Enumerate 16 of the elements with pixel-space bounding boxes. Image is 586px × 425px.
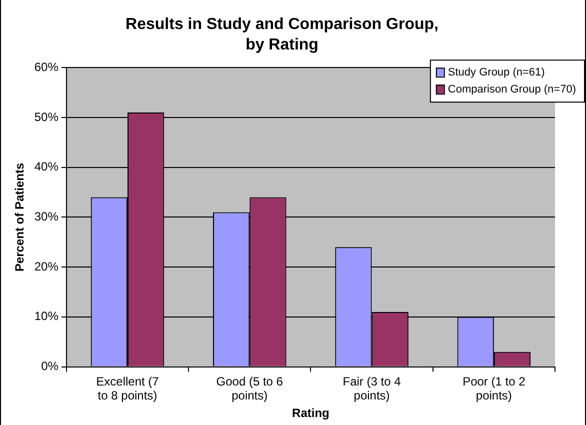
x-tick-label: Fair (3 to 4 points) — [342, 374, 402, 403]
y-tick-label: 10% — [34, 309, 59, 324]
x-axis-title: Rating — [292, 406, 330, 420]
chart-title: Results in Study and Comparison Group, by Rating — [126, 16, 438, 54]
legend-label: Comparison Group (n=70) — [448, 84, 576, 96]
legend-label: Study Group (n=61) — [448, 66, 545, 79]
y-tick-label: 30% — [34, 210, 59, 224]
x-tick-label: Good (5 to 6 points) — [216, 374, 284, 403]
y-tick-label: 20% — [34, 259, 59, 274]
y-tick-label: 0% — [41, 359, 59, 374]
y-axis-title: Percent of Patients — [12, 162, 27, 272]
y-tick-label: 50% — [34, 110, 59, 124]
x-tick-label: Excellent (7 to 8 points) — [96, 374, 160, 403]
x-tick-label: Poor (1 to 2 points) — [462, 374, 526, 403]
y-tick-label: 40% — [34, 160, 59, 174]
y-tick-label: 60% — [34, 60, 59, 74]
